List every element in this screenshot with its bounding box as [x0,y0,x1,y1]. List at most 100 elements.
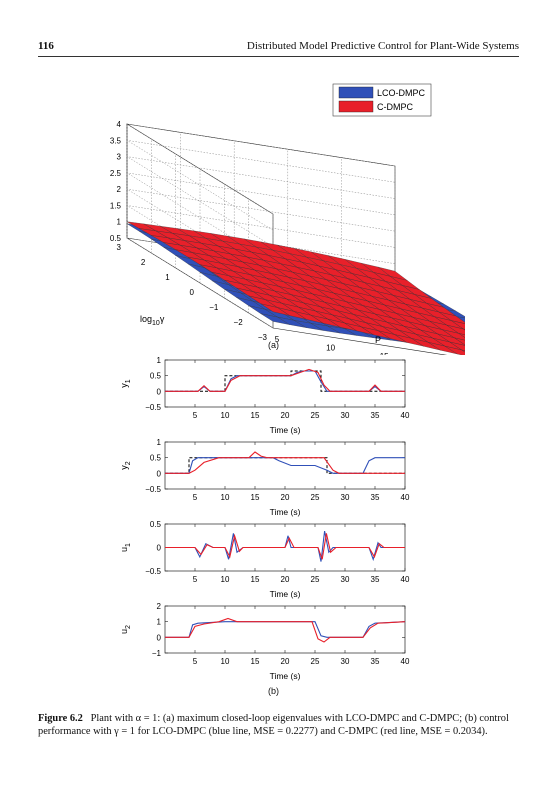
y-tick-label: 0.5 [150,520,162,529]
log-gamma-tick-label: −2 [234,318,244,327]
z-tick-label: 3.5 [110,136,122,145]
z-gridline [126,140,396,231]
x-tick-label: 35 [371,575,380,584]
c-dmpc-facet [449,341,465,351]
x-axis-label: Time (s) [270,671,301,681]
lco-dmpc-line [165,457,405,474]
c-dmpc-line [165,617,406,643]
c-dmpc-surface [126,221,465,355]
y-axis-label: y1 [119,379,132,388]
c-dmpc-facet [458,333,465,338]
y-tick-label: 1 [157,618,162,627]
legend-swatch-blue [338,86,374,99]
z-tick-label: 2.5 [110,169,122,178]
c-dmpc-facet [439,311,465,324]
subplot-y1: 5 10 15 20 25 30 35 40 −0.5 0 0.5 1 y1 Time (s) [119,356,410,435]
x-axis-label: Time (s) [270,589,301,599]
p-tick-label: 10 [326,343,335,352]
y-tick-label: −0.5 [145,485,161,494]
y-axis-label: u2 [119,625,132,634]
y-tick-label: 0 [157,544,162,553]
y-tick-label: 2 [157,602,162,611]
z-tick-label: 2 [117,185,122,194]
x-tick-label: 35 [371,493,380,502]
x-tick-label: 5 [193,493,198,502]
y-tick-label: 1 [157,356,162,365]
log-gamma-tick-label: 2 [141,258,146,267]
x-tick-label: 15 [251,657,260,666]
x-tick-label: 40 [401,657,410,666]
log-gamma-tick-label: −1 [209,303,219,312]
x-axis-label-p: P [375,335,381,345]
surface-plot: 0.511.522.533.54510152025303210−1−2−3 LC… [110,83,465,355]
log-gamma-tick-label: 0 [190,288,195,297]
x-tick-label: 10 [221,575,230,584]
x-tick-label: 15 [251,493,260,502]
legend-label-c-dmpc: C-DMPC [377,102,413,112]
z-tick-label: 1.5 [110,201,122,210]
y-tick-label: −0.5 [145,567,161,576]
x-axis-label: Time (s) [270,425,301,435]
c-dmpc-facet [442,329,465,341]
c-dmpc-facet [451,320,465,330]
log-gamma-tick-label: 1 [165,273,170,282]
x-tick-label: 10 [221,411,230,420]
x-axis-label: Time (s) [270,507,301,517]
panel-a-label: (a) [268,340,279,350]
x-tick-label: 30 [341,575,350,584]
legend: LCO-DMPC C-DMPC [332,83,432,117]
x-tick-label: 25 [311,575,320,584]
y-tick-label: 0.5 [150,372,162,381]
log-gamma-tick-label: −3 [258,333,268,342]
caption-label: Figure 6.2 [38,713,83,724]
x-tick-label: 35 [371,657,380,666]
legend-label-lco-dmpc: LCO-DMPC [377,88,426,98]
page-number: 116 [38,40,54,52]
z-gridline [126,123,396,215]
y-tick-label: −0.5 [145,403,161,412]
x-tick-label: 20 [281,493,290,502]
reference-line [165,370,405,392]
c-dmpc-facet [437,333,465,346]
z-tick-label: 4 [117,120,122,129]
x-tick-label: 15 [251,575,260,584]
plot-frame [164,359,406,408]
subplot-u2: 5 10 15 20 25 30 35 40 −1 0 1 2 u2 Time (s) [119,602,410,681]
z-tick-label: 3 [117,153,122,162]
p-tick-label: 5 [275,335,280,344]
log-gamma-tick-label: 3 [117,243,122,252]
z-tick-label: 0.5 [110,234,122,243]
header-rule [38,56,519,57]
c-dmpc-facet [445,346,465,355]
subplot-u1: 5 10 15 20 25 30 35 40 −0.5 0 0.5 u1 Time (s) [119,520,410,599]
x-tick-label: 25 [311,493,320,502]
x-tick-label: 20 [281,575,290,584]
c-dmpc-facet [446,324,465,335]
x-tick-label: 20 [281,657,290,666]
y-axis-label: y2 [119,461,132,470]
x-tick-label: 40 [401,493,410,502]
running-title: Distributed Model Predictive Control for… [246,40,519,52]
z-gridline [126,172,396,264]
z-tick-label: 1 [117,218,122,227]
x-tick-label: 35 [371,411,380,420]
c-dmpc-line [165,368,405,392]
x-tick-label: 10 [221,657,230,666]
c-dmpc-line [165,451,405,474]
c-dmpc-facet [454,337,465,346]
lco-dmpc-line [165,621,406,638]
y-tick-label: 0 [157,387,162,396]
caption-text: Plant with α = 1: (a) maximum closed-loo… [38,713,509,737]
y-axis-label-log-gamma: log10γ [140,314,165,327]
y-tick-label: 0 [157,633,162,642]
x-tick-label: 10 [221,493,230,502]
panel-b-label: (b) [268,686,279,696]
subplot-y2: 5 10 15 20 25 30 35 40 −0.5 0 0.5 1 y2 Time (s) [119,438,410,517]
y-axis-label: u1 [119,543,132,552]
x-tick-label: 5 [193,575,198,584]
x-tick-label: 30 [341,657,350,666]
y-tick-label: 1 [157,438,162,447]
x-tick-label: 5 [193,411,198,420]
y-tick-label: 0.5 [150,454,162,463]
